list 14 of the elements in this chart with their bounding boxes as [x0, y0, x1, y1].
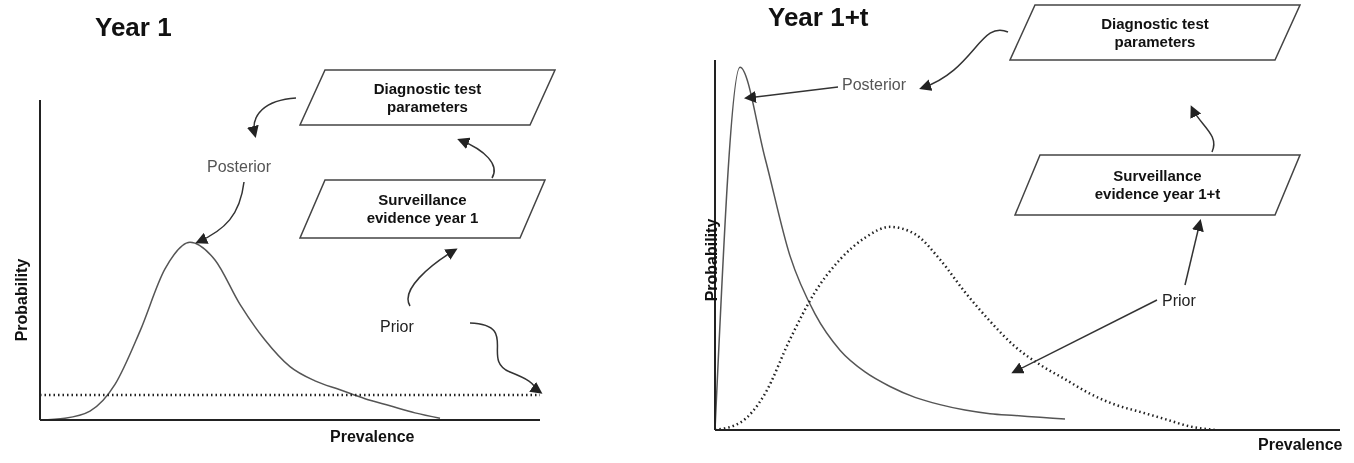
y-axis-title: Probability: [703, 218, 721, 302]
chart-title: Year 1: [95, 12, 172, 43]
text: Prior: [1160, 292, 1198, 310]
text: Surveillance evidence year 1: [365, 191, 480, 227]
x-axis-title: Prevalence: [330, 428, 415, 446]
x-axis-title: Prevalence: [1258, 436, 1343, 454]
text: Diagnostic test parameters: [372, 79, 483, 116]
text: Prior: [378, 318, 416, 336]
text: Posterior: [840, 76, 909, 94]
annotation: Surveillance evidence year 1+t: [1093, 167, 1222, 203]
text: Posterior: [205, 158, 274, 176]
chart-title: Year 1+t: [768, 2, 869, 33]
y-axis-title: Probability: [13, 258, 31, 342]
text: Diagnostic test parameters: [1100, 14, 1210, 51]
